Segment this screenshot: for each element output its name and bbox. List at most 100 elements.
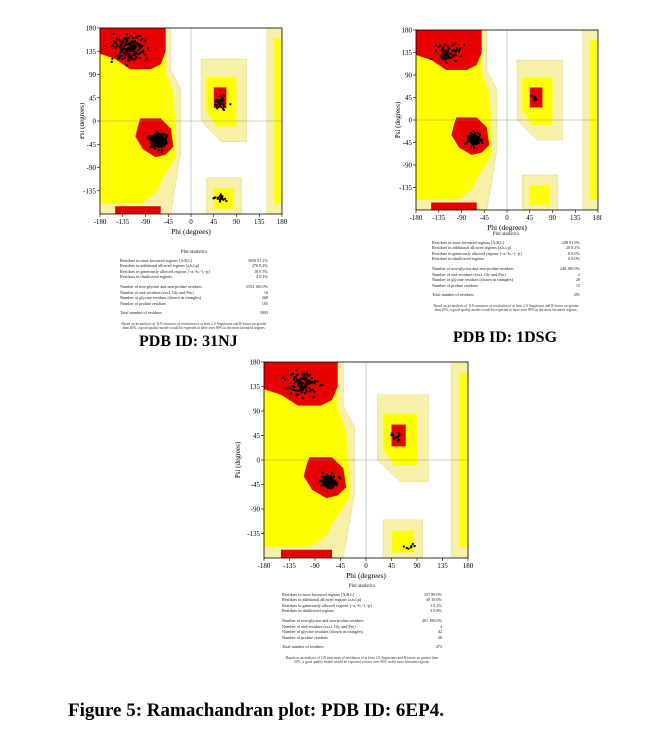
residue-point	[331, 482, 334, 485]
residue-point	[402, 545, 405, 548]
stats-label: Total number of residues	[432, 292, 474, 298]
stats-value: 16	[263, 289, 268, 295]
residue-point	[139, 34, 142, 37]
residue-point	[222, 103, 225, 106]
residue-point	[225, 200, 228, 203]
residue-point	[304, 376, 307, 379]
residue-point	[137, 48, 140, 51]
residue-point	[120, 50, 122, 53]
stats-label: Total number of residues	[282, 644, 324, 650]
residue-point	[329, 487, 332, 490]
residue-point	[151, 145, 154, 148]
residue-point	[134, 47, 137, 50]
residue-point	[478, 138, 481, 141]
ramachandran-panel-1dsg: -180 -135 -90 -45 0 45 90 135 180 180 135 90 45 0 -45 -…	[392, 22, 602, 322]
residue-point	[149, 135, 152, 138]
residue-point	[138, 52, 141, 55]
x-tick-label: 45	[210, 218, 218, 226]
residue-point	[305, 390, 308, 393]
allowed-region	[391, 530, 415, 553]
residue-point	[159, 136, 162, 139]
residue-point	[158, 145, 161, 148]
residue-point	[469, 146, 472, 149]
residue-point	[113, 40, 116, 43]
residue-point	[155, 130, 158, 133]
residue-point	[471, 141, 474, 144]
residue-point	[153, 147, 156, 150]
y-tick-label: 0	[93, 118, 97, 126]
residue-point	[322, 475, 325, 478]
residue-point	[320, 484, 323, 487]
x-tick-label: 90	[414, 562, 422, 570]
residue-point	[473, 137, 476, 140]
residue-point	[304, 388, 307, 391]
residue-point	[329, 478, 332, 481]
residue-point	[119, 52, 122, 54]
residue-point	[111, 44, 114, 47]
residue-point	[477, 132, 480, 135]
y-tick-label: -45	[87, 141, 97, 149]
residue-point	[318, 479, 321, 482]
residue-point	[124, 49, 127, 51]
residue-point	[111, 57, 114, 60]
stats-value: 165	[261, 300, 268, 306]
residue-point	[115, 54, 118, 57]
residue-point	[309, 390, 312, 393]
residue-point	[316, 380, 319, 383]
stats-value: 357 89.0%	[423, 591, 442, 597]
residue-point	[127, 58, 130, 61]
residue-point	[304, 378, 307, 381]
residue-point	[473, 136, 476, 138]
residue-point	[300, 384, 303, 387]
residue-point	[446, 50, 449, 53]
residue-point	[300, 382, 303, 385]
residue-point	[310, 380, 313, 383]
residue-point	[451, 53, 454, 56]
residue-point	[331, 480, 334, 483]
residue-point	[219, 195, 221, 198]
residue-point	[124, 42, 127, 45]
residue-point	[214, 103, 217, 106]
residue-point	[460, 54, 463, 57]
residue-point	[311, 388, 314, 391]
residue-point	[158, 142, 161, 145]
residue-point	[298, 388, 301, 391]
residue-point	[125, 40, 128, 43]
residue-point	[137, 35, 140, 38]
residue-point	[298, 386, 301, 388]
residue-point	[330, 479, 333, 482]
residue-point	[470, 137, 473, 140]
residue-point	[140, 39, 142, 42]
residue-point	[153, 139, 156, 142]
stats-label: Number of proline residues	[432, 282, 478, 288]
residue-point	[311, 381, 314, 384]
residue-point	[125, 38, 128, 41]
residue-point	[296, 389, 299, 392]
residue-point	[224, 197, 227, 200]
stats-row: Number of non-glycine and non-proline re…	[282, 618, 442, 624]
residue-point	[305, 372, 308, 375]
residue-point	[151, 139, 154, 142]
residue-point	[465, 141, 468, 144]
stats-label: Total number of residues	[120, 310, 162, 316]
stats-title: Plot statistics	[492, 232, 520, 237]
residue-point	[161, 132, 164, 135]
residue-point	[217, 99, 220, 102]
residue-point	[119, 41, 122, 44]
residue-point	[142, 50, 145, 53]
stats-value: 401 100.0%	[421, 617, 442, 623]
stats-label: Number of end-residues (excl. Gly and Pr…	[120, 289, 194, 295]
residue-point	[397, 431, 400, 434]
stats-title: Plot statistics	[348, 584, 376, 589]
residue-point	[313, 390, 316, 393]
residue-point	[292, 372, 294, 375]
residue-point	[127, 49, 129, 52]
residue-point	[476, 139, 479, 142]
residue-point	[220, 102, 223, 105]
plot-statistics: Plot statistics Residues in most favoured…	[120, 250, 268, 331]
x-tick-label: -45	[480, 214, 490, 222]
residue-point	[122, 39, 125, 42]
residue-point	[308, 374, 311, 377]
residue-point	[475, 142, 478, 145]
residue-point	[157, 139, 159, 142]
